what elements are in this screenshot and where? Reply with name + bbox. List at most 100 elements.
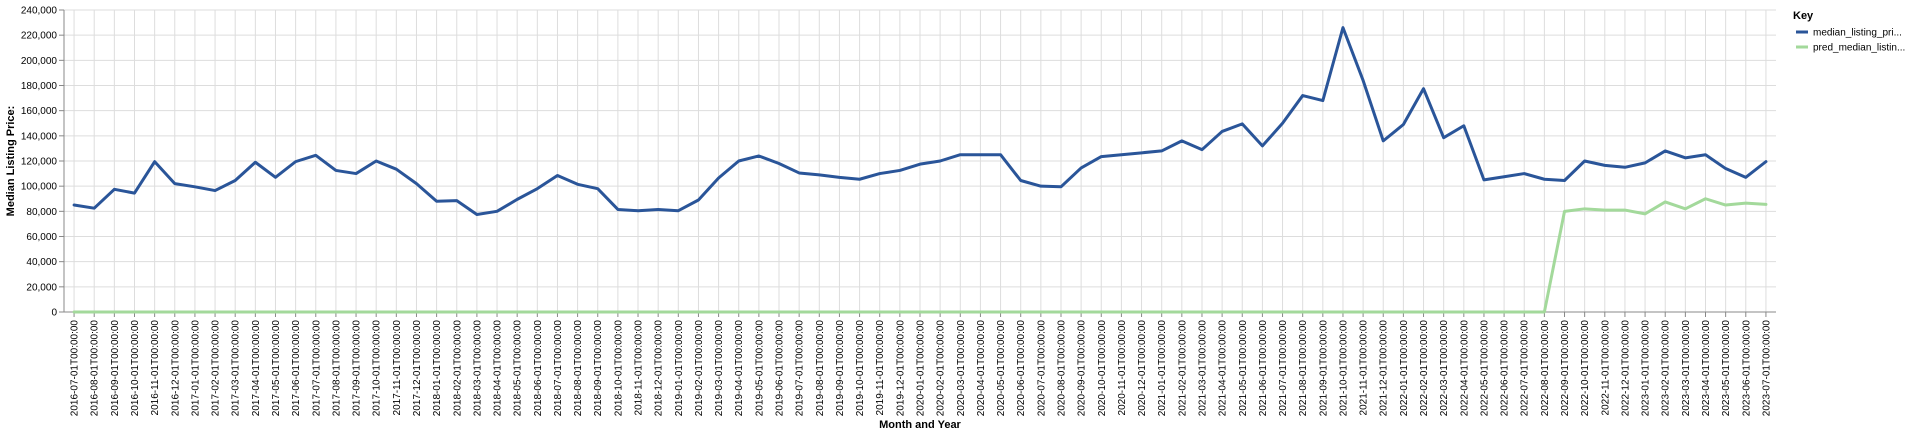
x-tick-label: 2016-10-01T00:00:00 [130,320,141,417]
legend-label: median_listing_pri... [1813,28,1902,39]
x-tick-label: 2017-10-01T00:00:00 [372,320,383,417]
x-tick-label: 2020-07-01T00:00:00 [1036,320,1047,417]
x-tick-label: 2021-12-01T00:00:00 [1379,320,1390,417]
x-tick-label: 2018-08-01T00:00:00 [573,320,584,417]
x-tick-label: 2021-09-01T00:00:00 [1318,320,1329,417]
x-tick-label: 2019-12-01T00:00:00 [895,320,906,417]
x-tick-label: 2017-12-01T00:00:00 [412,320,423,417]
x-tick-label: 2022-08-01T00:00:00 [1540,320,1551,417]
y-tick-label: 240,000 [21,6,58,17]
y-tick-label: 220,000 [21,31,58,42]
x-tick-label: 2017-05-01T00:00:00 [271,320,282,417]
x-tick-label: 2018-06-01T00:00:00 [533,320,544,417]
x-tick-label: 2016-08-01T00:00:00 [90,320,101,417]
chart-grid [64,9,1776,313]
x-tick-label: 2020-10-01T00:00:00 [1097,320,1108,417]
x-tick-label: 2020-06-01T00:00:00 [1016,320,1027,417]
chart-legend: Key median_listing_pri... pred_median_lis… [1793,10,1905,54]
x-tick-label: 2023-05-01T00:00:00 [1721,320,1732,417]
x-tick-label: 2020-02-01T00:00:00 [936,320,947,417]
x-tick-label: 2019-04-01T00:00:00 [734,320,745,417]
x-tick-label: 2022-04-01T00:00:00 [1459,320,1470,417]
x-tick-label: 2022-02-01T00:00:00 [1419,320,1430,417]
x-tick-label: 2017-03-01T00:00:00 [231,320,242,417]
x-tick-label: 2020-03-01T00:00:00 [956,320,967,417]
x-tick-label: 2018-12-01T00:00:00 [654,320,665,417]
x-tick-label: 2021-10-01T00:00:00 [1338,320,1349,417]
x-tick-label: 2020-12-01T00:00:00 [1137,320,1148,417]
x-tick-label: 2020-09-01T00:00:00 [1077,320,1088,417]
x-axis-title: Month and Year [879,419,961,431]
x-tick-label: 2021-06-01T00:00:00 [1258,320,1269,417]
y-tick-label: 0 [51,308,57,319]
x-tick-label: 2018-11-01T00:00:00 [634,320,645,416]
x-tick-label: 2023-03-01T00:00:00 [1681,320,1692,417]
x-tick-label: 2023-07-01T00:00:00 [1761,320,1772,417]
x-tick-label: 2017-02-01T00:00:00 [211,320,222,417]
y-tick-label: 20,000 [26,282,57,293]
x-tick-label: 2019-08-01T00:00:00 [815,320,826,417]
x-tick-label: 2021-01-01T00:00:00 [1157,320,1168,417]
x-tick-label: 2019-09-01T00:00:00 [835,320,846,417]
x-tick-label: 2022-10-01T00:00:00 [1580,320,1591,417]
y-axis-ticks: 0 20,000 40,000 60,000 80,000 100,000 120,000 1… [21,6,64,319]
x-tick-label: 2018-05-01T00:00:00 [513,320,524,417]
x-tick-label: 2019-03-01T00:00:00 [714,320,725,417]
y-tick-label: 120,000 [21,157,58,168]
legend-title: Key [1793,10,1814,22]
x-tick-label: 2016-12-01T00:00:00 [170,320,181,417]
x-tick-label: 2017-01-01T00:00:00 [190,320,201,417]
x-tick-label: 2017-04-01T00:00:00 [251,320,262,417]
x-tick-label: 2016-11-01T00:00:00 [150,320,161,416]
x-tick-label: 2022-03-01T00:00:00 [1439,320,1450,417]
legend-items: median_listing_pri... pred_median_listin.… [1796,28,1905,54]
y-tick-label: 80,000 [26,207,57,218]
x-tick-label: 2018-07-01T00:00:00 [553,320,564,417]
x-tick-label: 2020-08-01T00:00:00 [1056,320,1067,417]
x-tick-label: 2022-01-01T00:00:00 [1399,320,1410,417]
x-tick-label: 2020-11-01T00:00:00 [1117,320,1128,416]
x-tick-label: 2022-07-01T00:00:00 [1520,320,1531,417]
x-tick-label: 2016-09-01T00:00:00 [110,320,121,417]
x-tick-label: 2020-05-01T00:00:00 [996,320,1007,417]
x-tick-label: 2018-02-01T00:00:00 [452,320,463,417]
x-tick-label: 2023-06-01T00:00:00 [1741,320,1752,417]
x-tick-label: 2016-07-01T00:00:00 [70,320,81,417]
x-tick-label: 2018-01-01T00:00:00 [432,320,443,417]
x-tick-label: 2021-07-01T00:00:00 [1278,320,1289,417]
legend-label: pred_median_listin... [1813,43,1905,54]
x-tick-label: 2021-02-01T00:00:00 [1177,320,1188,417]
y-tick-label: 60,000 [26,232,57,243]
x-tick-label: 2018-04-01T00:00:00 [493,320,504,417]
x-tick-label: 2020-01-01T00:00:00 [916,320,927,417]
x-tick-label: 2017-06-01T00:00:00 [291,320,302,417]
x-tick-label: 2022-12-01T00:00:00 [1620,320,1631,417]
x-tick-label: 2017-07-01T00:00:00 [311,320,322,417]
x-tick-label: 2023-04-01T00:00:00 [1701,320,1712,417]
y-tick-label: 100,000 [21,182,58,193]
x-axis-ticks: 2016-07-01T00:00:00 2016-08-01T00:00:00 20… [70,312,1772,417]
y-axis-title: Median Listing Price: [5,106,17,217]
x-tick-label: 2020-04-01T00:00:00 [976,320,987,417]
y-tick-label: 40,000 [26,257,57,268]
x-tick-label: 2021-08-01T00:00:00 [1298,320,1309,417]
x-tick-label: 2019-06-01T00:00:00 [775,320,786,417]
x-tick-label: 2021-04-01T00:00:00 [1218,320,1229,417]
chart-series [72,26,1768,314]
x-tick-label: 2019-11-01T00:00:00 [875,320,886,416]
x-tick-label: 2022-06-01T00:00:00 [1500,320,1511,417]
x-tick-label: 2018-09-01T00:00:00 [593,320,604,417]
y-tick-label: 140,000 [21,131,58,142]
series-line-0 [72,26,1768,216]
x-tick-label: 2019-05-01T00:00:00 [754,320,765,417]
x-tick-label: 2019-10-01T00:00:00 [855,320,866,417]
y-tick-label: 180,000 [21,81,58,92]
series-line-1 [72,197,1768,314]
x-tick-label: 2017-08-01T00:00:00 [331,320,342,417]
x-tick-label: 2019-02-01T00:00:00 [694,320,705,417]
x-tick-label: 2023-02-01T00:00:00 [1661,320,1672,417]
x-tick-label: 2017-09-01T00:00:00 [352,320,363,417]
x-tick-label: 2018-03-01T00:00:00 [472,320,483,417]
x-tick-label: 2021-11-01T00:00:00 [1359,320,1370,416]
